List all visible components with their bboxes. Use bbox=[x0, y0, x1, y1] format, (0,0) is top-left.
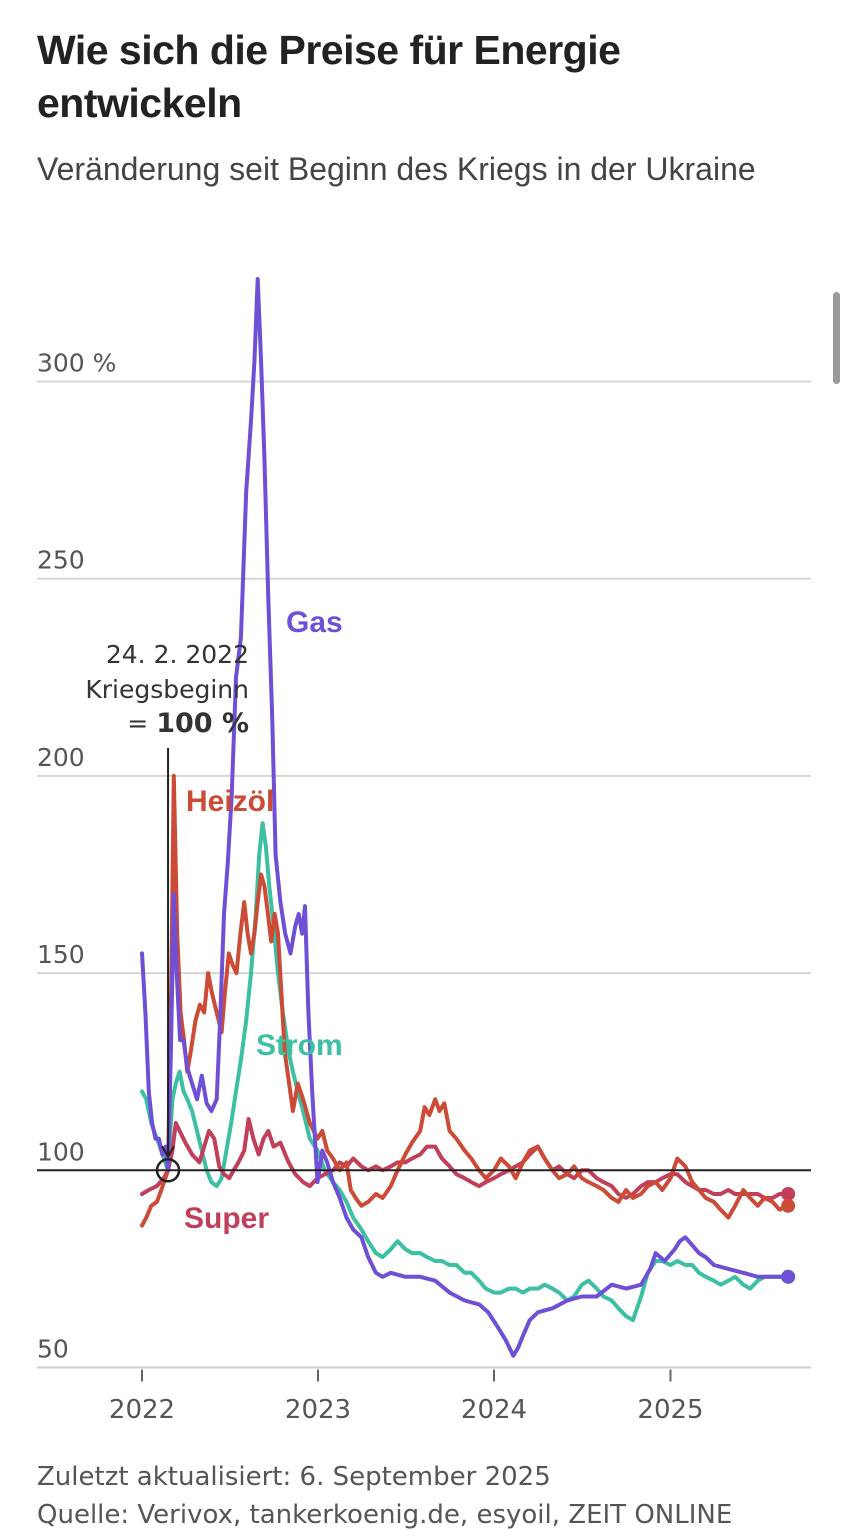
series-line-super bbox=[140, 1117, 790, 1200]
end-dot-heizoel bbox=[781, 1198, 796, 1213]
annotation-label: Kriegsbeginn bbox=[85, 675, 249, 704]
end-dot-super bbox=[781, 1186, 796, 1201]
last-updated-note: Zuletzt aktualisiert: 6. September 2025 bbox=[37, 1462, 551, 1492]
energy-price-chart: 300 % 250 200 150 100 50 2022 2023 2024 2025 24. 2… bbox=[0, 270, 848, 1440]
y-tick-label: 200 bbox=[37, 743, 85, 772]
x-tick-label: 2022 bbox=[109, 1395, 175, 1425]
annotation-value: = 100 % bbox=[127, 708, 249, 739]
x-tick-label: 2024 bbox=[461, 1395, 527, 1425]
y-tick-label: 100 bbox=[37, 1137, 85, 1166]
y-tick-label: 50 bbox=[37, 1335, 69, 1364]
y-tick-label: 150 bbox=[37, 940, 85, 969]
annotation-arrow bbox=[161, 1145, 175, 1159]
line-chart-svg: 300 % 250 200 150 100 50 2022 2023 2024 2025 24. 2… bbox=[37, 277, 811, 1425]
scrollbar-thumb[interactable] bbox=[833, 292, 840, 384]
y-tick-label: 250 bbox=[37, 546, 85, 575]
series-label-super: Super bbox=[184, 1202, 269, 1235]
x-tick-label: 2025 bbox=[637, 1395, 703, 1425]
y-tick-label: 300 % bbox=[37, 349, 116, 378]
series-line-gas bbox=[140, 277, 790, 1358]
page-subtitle: Veränderung seit Beginn des Kriegs in de… bbox=[37, 151, 756, 187]
end-dot-gas bbox=[781, 1269, 796, 1284]
chart-footer: Zuletzt aktualisiert: 6. September 2025 … bbox=[37, 1458, 837, 1534]
annotation-date: 24. 2. 2022 bbox=[106, 640, 249, 669]
series-label-gas: Gas bbox=[286, 606, 343, 639]
page-title: Wie sich die Preise für Energie entwicke… bbox=[37, 27, 621, 126]
annotation-marker bbox=[155, 1158, 181, 1183]
series-label-strom: Strom bbox=[256, 1029, 343, 1062]
series-label-heizoel: Heizöl bbox=[186, 785, 274, 818]
source-note: Quelle: Verivox, tankerkoenig.de, esyoil… bbox=[37, 1500, 733, 1530]
x-tick-label: 2023 bbox=[285, 1395, 351, 1425]
